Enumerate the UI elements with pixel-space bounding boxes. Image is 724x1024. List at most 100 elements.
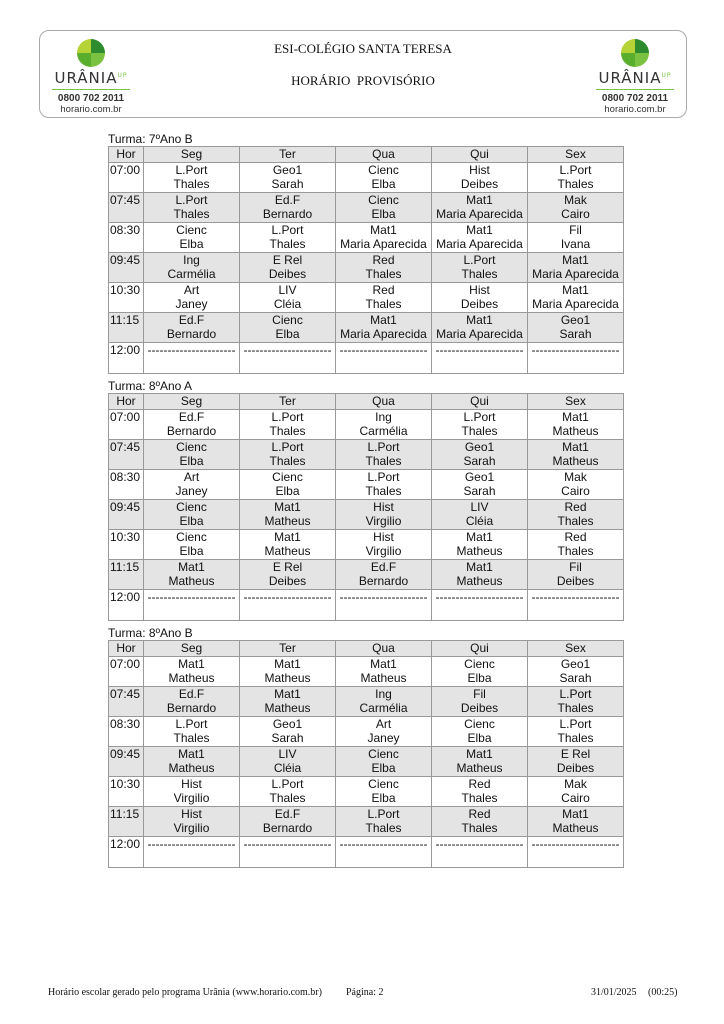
subject: Mat1	[466, 222, 493, 237]
lesson-cell: Mat1 Maria Aparecida	[335, 311, 432, 343]
time-cell: 07:00	[108, 655, 144, 687]
subject: Fil	[569, 222, 582, 237]
lesson-cell: Cienc Elba	[143, 498, 240, 530]
lesson-cell: Mat1 Maria Aparecida	[431, 221, 528, 253]
time-cell: 08:30	[108, 715, 144, 747]
lesson-cell: ----------------------	[143, 835, 240, 868]
table-row: 08:30 Cienc Elba L.Port Thales Mat1 Maria Apar…	[108, 221, 624, 253]
lesson-cell: Art Janey	[143, 281, 240, 313]
lesson-cell: Art Janey	[143, 468, 240, 500]
lesson-cell: Cienc Elba	[143, 438, 240, 470]
teacher: Cléia	[273, 761, 302, 775]
subject: ----------------------	[531, 589, 620, 604]
teacher	[528, 851, 623, 866]
lesson-cell: Mak Cairo	[527, 191, 624, 223]
subject: Cienc	[176, 529, 207, 544]
column-header: Hor	[108, 640, 144, 657]
subject: Red	[564, 529, 587, 544]
subject: Mat1	[466, 529, 493, 544]
teacher: Matheus	[264, 544, 311, 558]
subject: Ed.F	[178, 686, 205, 701]
teacher: Bernardo	[166, 327, 217, 341]
lesson-cell: E Rel Deibes	[527, 745, 624, 777]
subject: Hist	[469, 162, 490, 177]
subject: Mat1	[274, 656, 301, 671]
teacher: Bernardo	[358, 574, 409, 588]
subject: Cienc	[176, 222, 207, 237]
subject: Mat1	[370, 222, 397, 237]
teacher: Thales	[365, 267, 402, 281]
lesson-cell: ----------------------	[335, 341, 432, 374]
subject: Mat1	[562, 252, 589, 267]
lesson-cell: Mak Cairo	[527, 775, 624, 807]
timetable: Hor Seg Ter Qua Qui Sex 07:00 Ed.F Bernardo L.Por…	[108, 393, 624, 621]
teacher: Matheus	[456, 544, 503, 558]
subject: Mat1	[274, 499, 301, 514]
teacher: Elba	[179, 544, 204, 558]
lesson-cell: Hist Virgilio	[143, 775, 240, 807]
timetable: Hor Seg Ter Qua Qui Sex 07:00 Mat1 Matheus Mat1 Ma…	[108, 640, 624, 868]
lesson-cell: L.Port Thales	[239, 438, 336, 470]
subject: Ed.F	[370, 559, 397, 574]
subject: Mat1	[178, 746, 205, 761]
time-cell: 10:30	[108, 281, 144, 313]
column-header: Sex	[527, 393, 624, 410]
lesson-cell: L.Port Thales	[335, 438, 432, 470]
teacher: Thales	[173, 731, 210, 745]
teacher: Sarah	[463, 454, 496, 468]
subject: Hist	[181, 806, 202, 821]
urania-logo-left: URÂNIAUP 0800 702 2011 horario.com.br	[46, 39, 136, 115]
teacher: Elba	[179, 514, 204, 528]
teacher: Bernardo	[262, 207, 313, 221]
subject: Ed.F	[178, 312, 205, 327]
table-row: 09:45 Ing Carmélia E Rel Deibes Red Thales L.Po…	[108, 251, 624, 283]
teacher: Janey	[367, 731, 400, 745]
subject: ----------------------	[147, 589, 236, 604]
subject: Mak	[564, 469, 587, 484]
teacher: Deibes	[556, 761, 595, 775]
column-header: Qua	[335, 146, 432, 163]
teacher	[432, 851, 527, 866]
table-row: 11:15 Mat1 Matheus E Rel Deibes Ed.F Bernardo M…	[108, 558, 624, 590]
subject: Cienc	[272, 312, 303, 327]
lesson-cell: ----------------------	[527, 835, 624, 868]
column-header: Seg	[143, 146, 240, 163]
teacher: Thales	[461, 267, 498, 281]
subject: Mat1	[370, 312, 397, 327]
lesson-cell: Geo1 Sarah	[239, 715, 336, 747]
lesson-cell: L.Port Thales	[527, 715, 624, 747]
subject: Red	[468, 806, 491, 821]
lesson-cell: Ed.F Bernardo	[143, 408, 240, 440]
teacher: Elba	[371, 761, 396, 775]
time-cell: 09:45	[108, 251, 144, 283]
lesson-cell: L.Port Thales	[239, 408, 336, 440]
lesson-cell: Fil Deibes	[431, 685, 528, 717]
table-row: 11:15 Hist Virgilio Ed.F Bernardo L.Port Thale…	[108, 805, 624, 837]
teacher: Thales	[173, 177, 210, 191]
lesson-cell: ----------------------	[239, 835, 336, 868]
school-name: ESI-COLÉGIO SANTA TERESA	[274, 41, 452, 56]
teacher: Elba	[275, 484, 300, 498]
lesson-cell: Cienc Elba	[335, 775, 432, 807]
teacher: Deibes	[556, 574, 595, 588]
lesson-cell: L.Port Thales	[335, 468, 432, 500]
teacher: Maria Aparecida	[532, 267, 619, 281]
lesson-cell: Cienc Elba	[239, 311, 336, 343]
table-row: 10:30 Hist Virgilio L.Port Thales Cienc Elba Re…	[108, 775, 624, 807]
header-row: Hor Seg Ter Qua Qui Sex	[108, 393, 624, 410]
table-row: 09:45 Cienc Elba Mat1 Matheus Hist Virgilio LIV…	[108, 498, 624, 530]
subject: L.Port	[367, 806, 400, 821]
lesson-cell: Cienc Elba	[431, 655, 528, 687]
teacher: Maria Aparecida	[436, 327, 523, 341]
time-cell: 12:00	[108, 341, 144, 374]
subject: Cienc	[176, 499, 207, 514]
subject: ----------------------	[435, 836, 524, 851]
lesson-cell: ----------------------	[527, 588, 624, 621]
lesson-cell: L.Port Thales	[335, 805, 432, 837]
lesson-cell: L.Port Thales	[431, 251, 528, 283]
subject: ----------------------	[339, 342, 428, 357]
time-cell: 12:00	[108, 835, 144, 868]
class-title: Turma: 8ºAno A	[108, 379, 192, 393]
subject: ----------------------	[243, 836, 332, 851]
teacher: Thales	[461, 821, 498, 835]
